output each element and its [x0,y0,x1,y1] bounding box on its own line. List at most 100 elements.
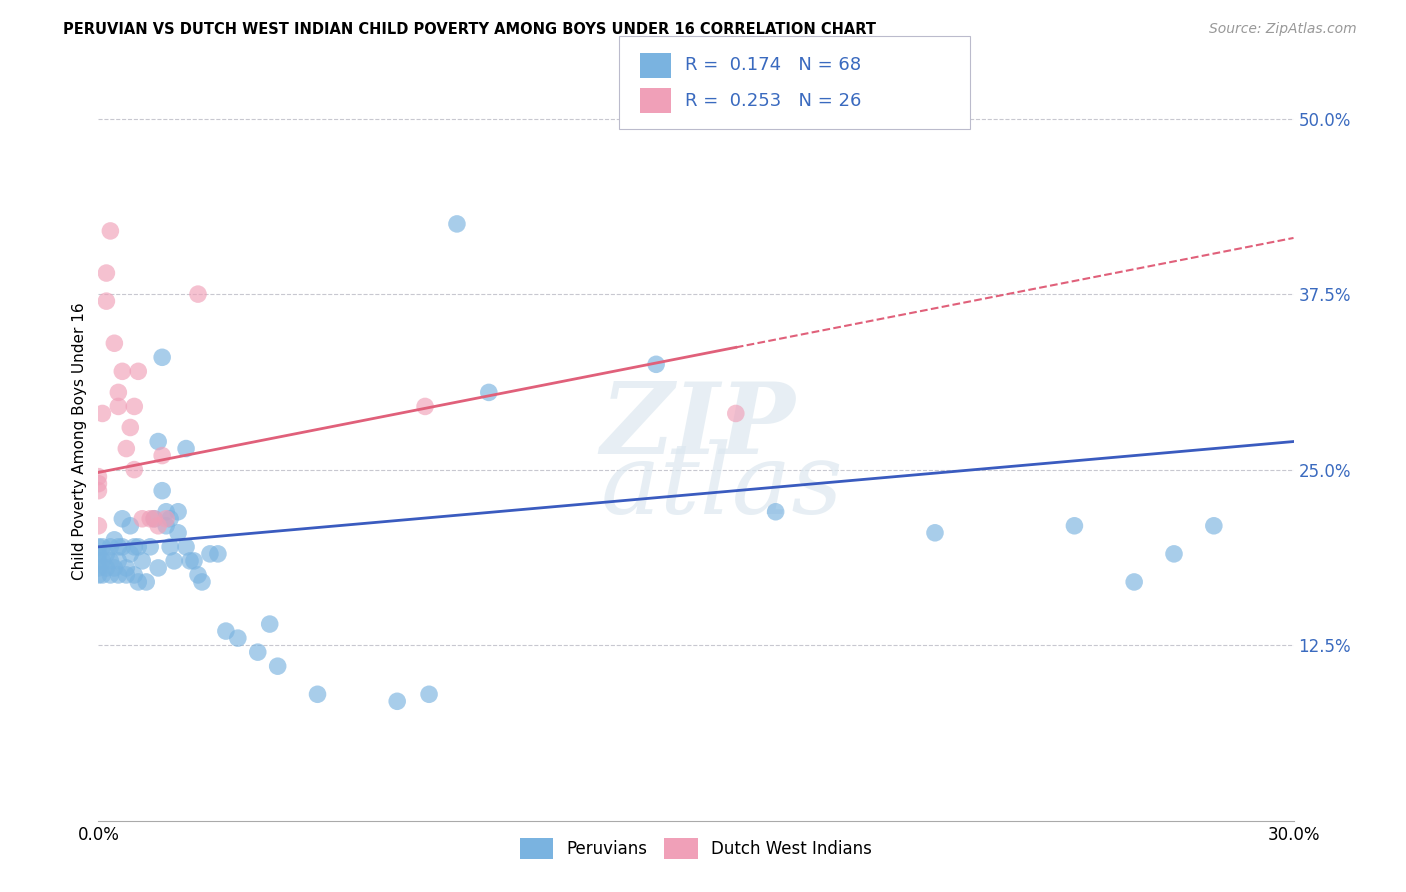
Text: atlas: atlas [600,440,844,534]
Point [267,659,290,673]
Point [924,525,946,540]
Point [98,224,122,238]
Point [107,385,129,400]
Point [226,631,249,645]
Point [191,574,214,589]
Point [87,476,110,491]
Point [98,554,122,568]
Point [124,568,146,582]
Point [724,407,747,421]
Text: PERUVIAN VS DUTCH WEST INDIAN CHILD POVERTY AMONG BOYS UNDER 16 CORRELATION CHAR: PERUVIAN VS DUTCH WEST INDIAN CHILD POVE… [63,22,876,37]
Point [107,400,129,414]
Point [159,512,181,526]
Point [107,554,129,568]
Point [107,568,129,582]
Point [111,512,134,526]
Point [139,512,162,526]
Legend: Peruvians, Dutch West Indians: Peruvians, Dutch West Indians [513,831,879,865]
Point [103,336,125,351]
Text: Source: ZipAtlas.com: Source: ZipAtlas.com [1209,22,1357,37]
Point [150,483,173,498]
Point [1163,547,1185,561]
Point [107,540,129,554]
Point [127,574,149,589]
Point [150,449,173,463]
Point [167,505,190,519]
Point [98,540,122,554]
Point [163,554,186,568]
Point [385,694,409,708]
Point [87,518,110,533]
Point [96,266,118,280]
Point [87,561,110,575]
Point [135,574,157,589]
Point [127,364,149,378]
Point [174,442,197,456]
Point [91,554,114,568]
Point [307,687,329,701]
Point [115,442,138,456]
Point [183,554,205,568]
Point [446,217,468,231]
Point [87,568,110,582]
Point [96,547,118,561]
Point [124,540,146,554]
Point [765,505,787,519]
Point [150,351,173,365]
Point [478,385,501,400]
Point [115,561,138,575]
Point [246,645,269,659]
Point [1202,518,1225,533]
Point [111,364,134,378]
Point [148,518,170,533]
Point [167,525,190,540]
Point [120,518,142,533]
Point [198,547,221,561]
Point [143,512,166,526]
Point [87,540,110,554]
Y-axis label: Child Poverty Among Boys Under 16: Child Poverty Among Boys Under 16 [72,302,87,581]
Point [96,294,118,309]
Point [155,518,177,533]
Point [645,357,668,371]
Point [127,540,149,554]
Point [155,505,177,519]
Point [98,568,122,582]
Text: R =  0.253   N = 26: R = 0.253 N = 26 [685,92,860,110]
Text: R =  0.174   N = 68: R = 0.174 N = 68 [685,56,860,74]
Point [1063,518,1085,533]
Point [215,624,238,639]
Point [87,469,110,483]
Point [1123,574,1146,589]
Point [87,547,110,561]
Point [179,554,201,568]
Point [115,568,138,582]
Point [143,512,166,526]
Point [131,512,153,526]
Point [187,568,209,582]
Point [139,540,162,554]
Point [96,561,118,575]
Point [120,547,142,561]
Point [418,687,440,701]
Point [413,400,436,414]
Point [148,561,170,575]
Point [155,512,177,526]
Point [124,462,146,476]
Point [120,420,142,434]
Point [91,540,114,554]
Point [103,533,125,547]
Point [207,547,229,561]
Point [103,561,125,575]
Text: ZIP: ZIP [600,378,796,475]
Point [148,434,170,449]
Point [174,540,197,554]
Point [124,400,146,414]
Point [259,617,281,632]
Point [131,554,153,568]
Point [87,483,110,498]
Point [159,540,181,554]
Point [91,568,114,582]
Point [91,407,114,421]
Point [111,540,134,554]
